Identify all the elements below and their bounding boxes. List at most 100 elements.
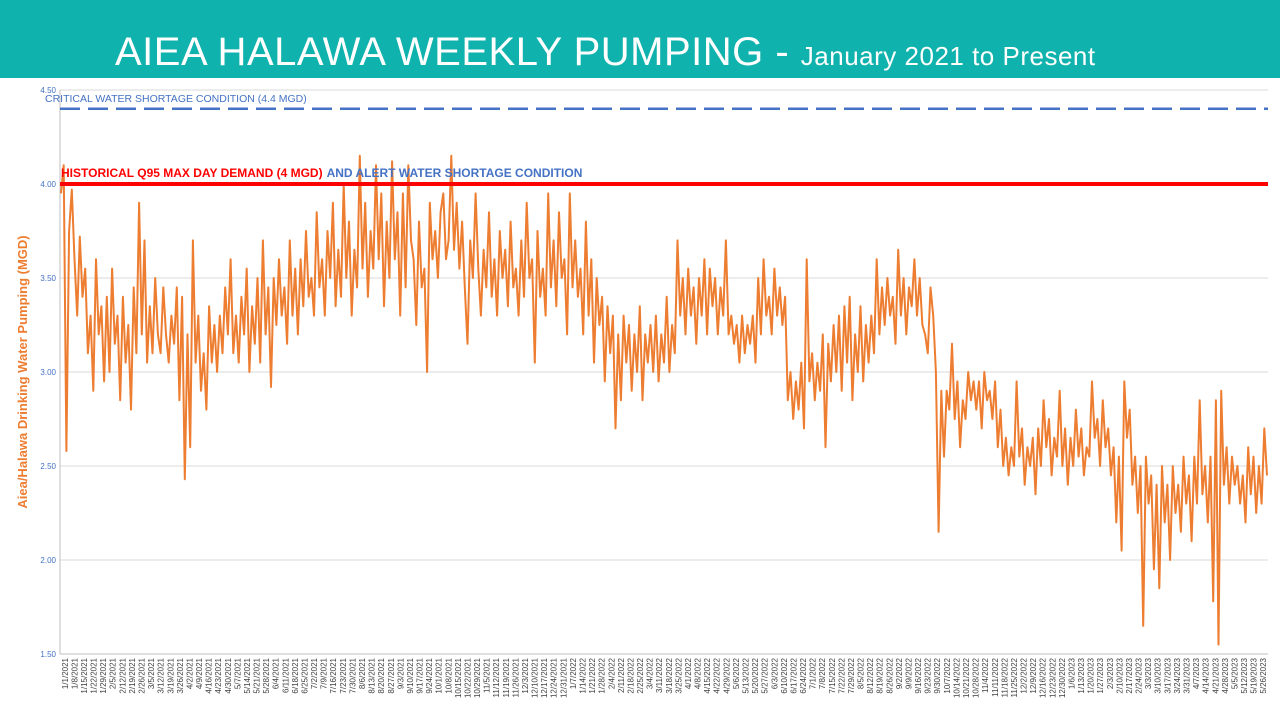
x-tick-label: 8/13/2021: [368, 657, 377, 693]
x-tick-label: 3/24/2023: [1173, 657, 1182, 693]
x-tick-label: 7/22/2022: [837, 657, 846, 693]
x-tick-label: 2/19/2021: [128, 657, 137, 693]
y-axis-label: Aiea/Halawa Drinking Water Pumping (MGD): [15, 235, 30, 508]
x-tick-label: 10/15/2021: [454, 657, 463, 698]
x-tick-label: 1/15/2021: [80, 657, 89, 693]
x-tick-labels: 1/1/2021 1/8/2021 1/15/2021 1/22/2021 1/29/2…: [61, 657, 1268, 698]
x-tick-label: 11/18/2022: [1000, 657, 1009, 697]
x-tick-label: 2/5/2021: [109, 657, 118, 689]
x-tick-label: 8/27/2021: [387, 657, 396, 693]
x-tick-label: 6/3/2022: [770, 657, 779, 689]
x-tick-label: 8/26/2022: [885, 657, 894, 693]
x-tick-label: 11/11/2022: [991, 657, 1000, 696]
x-tick-label: 5/5/2023: [1230, 657, 1239, 689]
x-tick-label: 7/9/2021: [320, 657, 329, 689]
title-bar: AIEA HALAWA WEEKLY PUMPING - January 202…: [0, 0, 1280, 78]
q95-label: HISTORICAL Q95 MAX DAY DEMAND (4 MGD): [61, 166, 323, 180]
x-tick-label: 1/21/2022: [588, 657, 597, 693]
x-tick-label: 4/28/2023: [1221, 657, 1230, 693]
x-tick-label: 9/17/2021: [416, 657, 425, 693]
x-tick-label: 10/8/2021: [444, 657, 453, 693]
x-tick-label: 9/10/2021: [406, 657, 415, 693]
x-tick-label: 7/16/2021: [329, 657, 338, 693]
y-tick-label: 2.50: [40, 462, 56, 471]
x-tick-label: 4/29/2022: [722, 657, 731, 693]
x-tick-label: 4/1/2022: [684, 657, 693, 689]
x-tick-label: 2/18/2022: [626, 657, 635, 693]
x-tick-label: 1/8/2021: [70, 657, 79, 689]
x-tick-label: 5/26/2023: [1259, 657, 1268, 693]
x-tick-label: 3/26/2021: [176, 657, 185, 693]
x-tick-label: 10/22/2021: [463, 657, 472, 698]
x-tick-label: 2/26/2021: [137, 657, 146, 693]
x-tick-label: 12/23/2022: [1048, 657, 1057, 698]
y-tick-label: 1.50: [40, 650, 56, 659]
x-tick-label: 4/23/2021: [214, 657, 223, 693]
x-tick-label: 11/5/2021: [483, 657, 492, 693]
x-tick-label: 5/21/2021: [253, 657, 262, 693]
slide-title: AIEA HALAWA WEEKLY PUMPING - January 202…: [115, 30, 1096, 75]
x-tick-label: 10/1/2021: [435, 657, 444, 693]
x-tick-label: 9/23/2022: [924, 657, 933, 693]
x-tick-label: 1/20/2023: [1087, 657, 1096, 693]
x-tick-label: 9/2/2022: [895, 657, 904, 689]
x-tick-label: 12/24/2021: [550, 657, 559, 698]
x-tick-label: 1/22/2021: [90, 657, 99, 693]
x-tick-label: 11/4/2022: [981, 657, 990, 693]
x-tick-label: 6/25/2021: [300, 657, 309, 693]
x-tick-label: 9/16/2022: [914, 657, 923, 693]
alert-line-label: HISTORICAL Q95 MAX DAY DEMAND (4 MGD) AND…: [61, 166, 582, 180]
x-tick-label: 5/20/2022: [751, 657, 760, 693]
x-tick-label: 4/7/2023: [1192, 657, 1201, 689]
x-tick-label: 2/3/2023: [1106, 657, 1115, 689]
x-tick-label: 3/4/2022: [646, 657, 655, 689]
x-tick-label: 7/1/2022: [809, 657, 818, 689]
x-tick-label: 8/20/2021: [377, 657, 386, 693]
x-tick-label: 5/13/2022: [741, 657, 750, 693]
pumping-series-line: [60, 154, 1268, 646]
y-tick-label: 3.50: [40, 274, 56, 283]
y-tick-label: 4.50: [40, 86, 56, 95]
x-tick-label: 2/17/2023: [1125, 657, 1134, 693]
x-tick-label: 1/29/2021: [99, 657, 108, 693]
x-tick-label: 12/31/2021: [559, 657, 568, 698]
x-tick-label: 4/21/2023: [1211, 657, 1220, 693]
x-tick-label: 4/22/2022: [713, 657, 722, 693]
x-tick-label: 1/28/2022: [598, 657, 607, 693]
x-tick-label: 11/19/2021: [502, 657, 511, 697]
x-tick-label: 9/3/2021: [396, 657, 405, 689]
x-tick-label: 3/10/2023: [1154, 657, 1163, 693]
x-tick-label: 9/30/2022: [933, 657, 942, 693]
series-layer: [60, 154, 1268, 646]
x-tick-label: 7/23/2021: [339, 657, 348, 693]
x-tick-label: 3/11/2022: [655, 657, 664, 693]
x-tick-label: 2/11/2022: [617, 657, 626, 693]
x-tick-label: 7/8/2022: [818, 657, 827, 689]
x-tick-label: 6/10/2022: [780, 657, 789, 693]
x-tick-label: 12/2/2022: [1020, 657, 1029, 693]
x-tick-label: 4/30/2021: [224, 657, 233, 693]
x-tick-label: 11/26/2021: [511, 657, 520, 697]
x-tick-label: 10/14/2022: [952, 657, 961, 698]
x-tick-label: 7/30/2021: [348, 657, 357, 693]
x-tick-label: 5/19/2023: [1250, 657, 1259, 693]
x-tick-label: 3/18/2022: [665, 657, 674, 693]
x-tick-label: 3/25/2022: [674, 657, 683, 693]
y-tick-labels: 1.50 2.00 2.50 3.00 3.50 4.00 4.50: [40, 86, 56, 659]
x-tick-label: 12/10/2021: [531, 657, 540, 698]
alert-condition-label: AND ALERT WATER SHORTAGE CONDITION: [327, 166, 583, 180]
title-main: AIEA HALAWA WEEKLY PUMPING: [115, 30, 764, 74]
x-tick-label: 6/18/2021: [291, 657, 300, 693]
x-tick-label: 3/31/2023: [1183, 657, 1192, 693]
x-tick-label: 4/2/2021: [185, 657, 194, 689]
x-tick-label: 9/9/2022: [904, 657, 913, 689]
x-tick-label: 3/5/2021: [147, 657, 156, 689]
x-tick-label: 2/10/2023: [1115, 657, 1124, 693]
x-tick-label: 5/14/2021: [243, 657, 252, 693]
x-tick-label: 11/12/2021: [492, 657, 501, 697]
x-tick-label: 7/29/2022: [847, 657, 856, 693]
x-tick-label: 5/28/2021: [262, 657, 271, 693]
x-tick-label: 2/25/2022: [636, 657, 645, 693]
x-tick-label: 4/14/2023: [1202, 657, 1211, 693]
x-tick-label: 1/7/2022: [569, 657, 578, 689]
